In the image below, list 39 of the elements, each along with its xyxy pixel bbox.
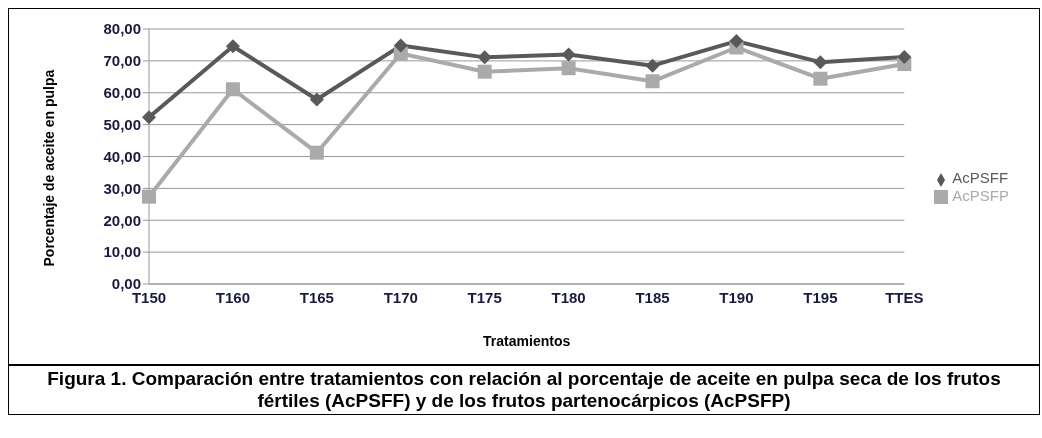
point <box>729 34 744 49</box>
legend-label: AcPSFP <box>952 186 1009 204</box>
x-axis-title: Tratamientos <box>483 333 571 349</box>
x-tick-label: TTES <box>885 288 924 306</box>
point <box>225 82 240 97</box>
point <box>645 74 660 89</box>
x-tick-label: T170 <box>383 288 418 306</box>
x-tick-label: T180 <box>551 288 586 306</box>
x-tick-label: T190 <box>719 288 754 306</box>
point <box>309 145 324 160</box>
y-tick-label: 50,00 <box>103 115 141 133</box>
y-tick-label: 80,00 <box>103 20 141 38</box>
point <box>897 50 912 65</box>
y-tick-label: 20,00 <box>103 211 141 229</box>
text: Figura 1. Comparación entre tratamientos con relación al porcentaje de aceite en pulpa seca de los frutos fértiles (AcPSFF) y de los frutos partenocárpicos (AcPSFP) <box>46 368 1002 412</box>
y-tick-label: 30,00 <box>103 179 141 197</box>
point <box>477 50 492 65</box>
x-tick-label: T165 <box>299 288 334 306</box>
point <box>142 110 156 125</box>
point <box>561 61 576 76</box>
point <box>813 55 828 70</box>
y-tick-label: 70,00 <box>103 52 141 70</box>
y-tick-label: 10,00 <box>103 243 141 261</box>
y-tick-label: 60,00 <box>103 84 141 102</box>
point <box>309 92 324 107</box>
point <box>813 71 828 86</box>
point <box>561 47 576 62</box>
y-axis-title: Porcentaje de aceite en pulpa <box>40 69 57 267</box>
point <box>225 39 240 54</box>
point <box>477 64 492 79</box>
x-tick-label: T185 <box>635 288 670 306</box>
point <box>142 189 156 204</box>
x-tick-label: T175 <box>467 288 502 306</box>
legend-label: AcPSFF <box>952 169 1009 187</box>
y-tick-label: 40,00 <box>103 147 141 165</box>
x-tick-label: T160 <box>215 288 251 306</box>
x-tick-label: T195 <box>803 288 838 306</box>
point <box>645 58 660 73</box>
point <box>393 38 408 53</box>
